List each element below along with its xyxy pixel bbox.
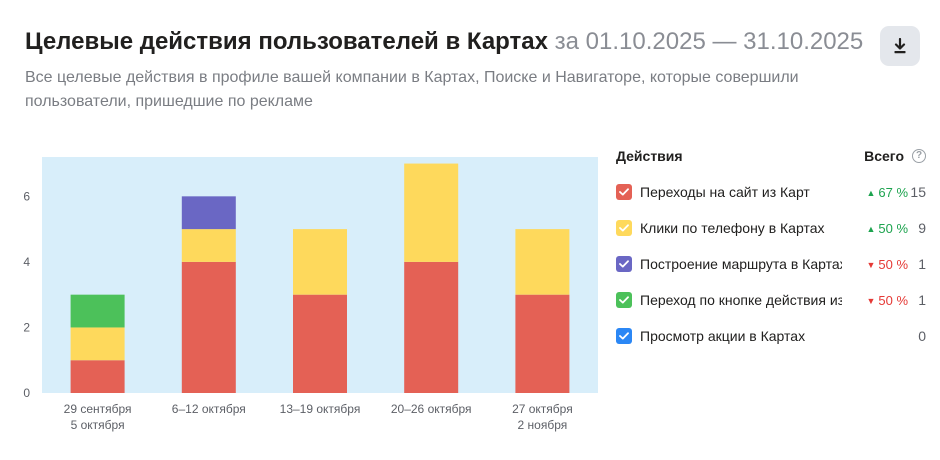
help-icon[interactable]: ?: [912, 149, 926, 163]
bar-segment: [181, 229, 236, 262]
bar-segment: [293, 229, 347, 295]
page-title: Целевые действия пользователей в Картах …: [25, 26, 863, 58]
legend-item-change-value: 50 %: [878, 256, 909, 272]
legend-item-change: ▼ 50 %: [842, 292, 909, 308]
legend-item-label: Просмотр акции в Картах: [640, 328, 806, 344]
x-tick-label: 5 октября: [71, 418, 125, 432]
y-tick-label: 4: [23, 255, 30, 269]
x-tick-label: 29 сентября: [64, 402, 132, 416]
legend-item[interactable]: Построение маршрута в Картах ▼ 50 % 1: [616, 246, 926, 282]
bar-segment: [70, 360, 125, 393]
legend-item-change-value: 67 %: [878, 184, 909, 200]
checkmark-icon: [619, 296, 629, 304]
legend-total-label: Всего: [864, 148, 904, 164]
title-text: Целевые действия пользователей в Картах: [25, 28, 548, 55]
legend-item-total: 1: [918, 256, 926, 272]
checkmark-icon: [619, 332, 629, 340]
y-tick-label: 0: [23, 386, 30, 400]
legend-header: Действия Всего ?: [616, 146, 926, 166]
y-tick-label: 2: [23, 320, 30, 334]
legend: Действия Всего ? Переходы на сайт из Кар…: [616, 146, 926, 354]
x-tick-label: 20–26 октября: [391, 402, 472, 416]
x-tick-label: 13–19 октября: [280, 402, 361, 416]
y-tick-label: 6: [23, 189, 30, 203]
legend-item-change: ▲ 50 %: [842, 220, 909, 236]
legend-checkbox[interactable]: [616, 292, 632, 308]
bar-chart: 0 2 4 6 29 сентября 5 октября 6–12 октября 13–1…: [23, 157, 598, 432]
legend-checkbox[interactable]: [616, 184, 632, 200]
legend-total-header: Всего ?: [864, 148, 926, 164]
download-icon: [894, 38, 906, 54]
header: Целевые действия пользователей в Картах …: [25, 26, 863, 114]
legend-item-label: Построение маршрута в Картах: [640, 256, 843, 272]
legend-list: Переходы на сайт из Карт ▲ 67 % 15 Клики по …: [616, 174, 926, 354]
legend-item[interactable]: Переходы на сайт из Карт ▲ 67 % 15: [616, 174, 926, 210]
checkmark-icon: [619, 188, 629, 196]
legend-item-change-value: 50 %: [878, 220, 909, 236]
legend-item-total: 1: [918, 292, 926, 308]
bar-segment: [404, 163, 459, 262]
legend-item-label: Переходы на сайт из Карт: [640, 184, 810, 200]
legend-item-change-value: 50 %: [878, 292, 909, 308]
x-tick-label: 6–12 октября: [172, 402, 246, 416]
bar-segment: [70, 327, 125, 361]
checkmark-icon: [619, 260, 629, 268]
legend-item-total: 9: [918, 220, 926, 236]
bar-segment: [515, 294, 570, 393]
bar-segment: [70, 294, 125, 328]
arrow-up-icon: ▲: [866, 187, 876, 198]
checkmark-icon: [619, 224, 629, 232]
legend-item-label: Переход по кнопке действия из Карт: [640, 292, 843, 308]
legend-item-change: ▲ 67 %: [842, 184, 909, 200]
legend-item[interactable]: Просмотр акции в Картах 0: [616, 318, 926, 354]
bar-segment: [404, 261, 459, 393]
legend-item[interactable]: Клики по телефону в Картах ▲ 50 % 9: [616, 210, 926, 246]
arrow-up-icon: ▲: [866, 223, 876, 234]
bar-segment: [181, 196, 236, 230]
legend-item-label: Клики по телефону в Картах: [640, 220, 825, 236]
arrow-down-icon: ▼: [866, 295, 876, 306]
download-button[interactable]: [880, 26, 920, 66]
legend-item[interactable]: Переход по кнопке действия из Карт▼50 %1: [616, 282, 926, 318]
legend-checkbox[interactable]: [616, 256, 632, 272]
x-tick-label: 27 октября: [512, 402, 573, 416]
legend-checkbox[interactable]: [616, 220, 632, 236]
legend-item-change: ▼ 50 %: [842, 256, 909, 272]
x-tick-label: 2 ноября: [518, 418, 568, 432]
bar-segment: [181, 261, 236, 393]
title-period: за 01.10.2025 — 31.10.2025: [554, 28, 864, 55]
bar-segment: [515, 229, 570, 295]
legend-item-total: 15: [910, 184, 926, 200]
legend-item-total: 0: [918, 328, 926, 344]
legend-checkbox[interactable]: [616, 328, 632, 344]
bar-segment: [293, 294, 347, 393]
arrow-down-icon: ▼: [866, 259, 876, 270]
legend-actions-header: Действия: [616, 148, 683, 164]
page-subtitle: Все целевые действия в профиле вашей ком…: [25, 69, 799, 110]
